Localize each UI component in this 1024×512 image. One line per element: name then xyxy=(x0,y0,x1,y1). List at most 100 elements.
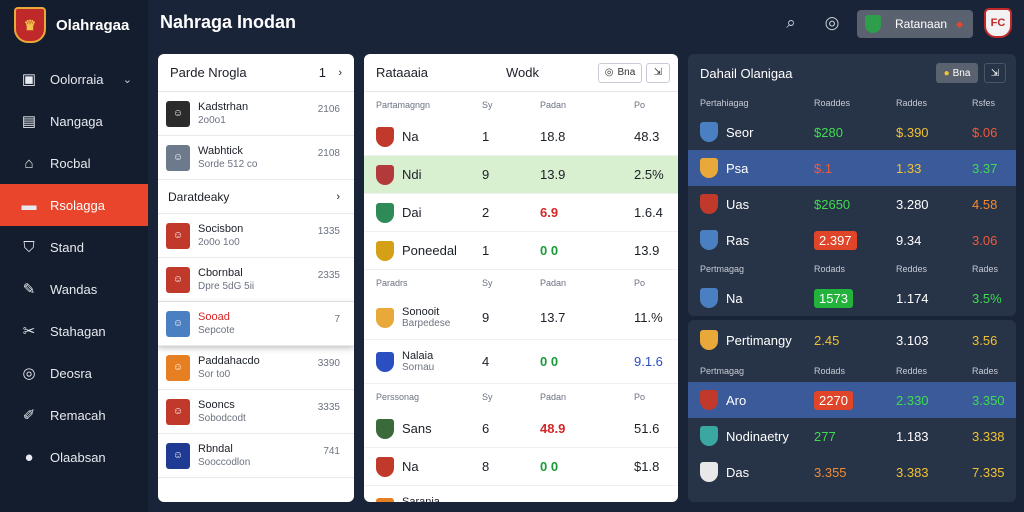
player-avatar: ☺ xyxy=(166,100,190,127)
team-badge-icon xyxy=(700,426,718,446)
sidebar: ♛ Olahragaa ▣ Oolorraia ⌄ ▤ Nangaga ⌂ Rocbal ▬ R… xyxy=(0,0,148,512)
stat-sy: 9 xyxy=(482,500,489,502)
player-row[interactable]: ☺ Kadstrhan 2o0o1 2106 xyxy=(158,92,354,136)
expand-button[interactable]: ⇲ xyxy=(646,62,670,83)
stat-po: 51.6 xyxy=(634,421,660,436)
player-avatar: ☺ xyxy=(166,398,190,425)
player-row[interactable]: ☺ Cbornbal Dpre 5dG 5ii 2335 xyxy=(158,258,354,302)
odds-row[interactable]: Psa $.1 1.33 3.37 xyxy=(688,150,1016,186)
player-name: Rbndal xyxy=(198,442,233,455)
table-row[interactable]: SaraniaSamnau90 0$0.3 xyxy=(364,486,678,502)
odds-value: 2270 xyxy=(814,390,853,410)
odds-row[interactable]: Aro 2270 2.330 3.350 xyxy=(688,382,1016,418)
player-row[interactable]: ☺ Sooncs Sobodcodt 3335 xyxy=(158,390,354,434)
column-header: Pertmagag xyxy=(700,366,745,376)
team-select[interactable]: Ratanaan ◆ xyxy=(857,10,973,38)
sidebar-item[interactable]: ⛉ Stand xyxy=(0,226,148,268)
table-row[interactable]: Dai 2 6.9 1.6.4 xyxy=(364,194,678,232)
sidebar-item[interactable]: ▤ Nangaga xyxy=(0,100,148,142)
player-sub: Sorde 512 co xyxy=(198,158,258,170)
team-badge-icon xyxy=(376,418,394,439)
sidebar-item[interactable]: ● Olaabsan xyxy=(0,436,148,478)
sidebar-item[interactable]: ◎ Deosra xyxy=(0,352,148,394)
chart-icon: ▬ xyxy=(21,196,37,214)
odds-value: 2.45 xyxy=(814,332,840,348)
player-row[interactable]: ☺ Rbndal Sooccodlon 741 xyxy=(158,434,354,478)
column-header: Sy xyxy=(482,392,493,402)
sidebar-nav: ▣ Oolorraia ⌄ ▤ Nangaga ⌂ Rocbal ▬ Rsolagga ⛉ Stan… xyxy=(0,58,148,478)
search-icon[interactable]: ⌕ xyxy=(786,13,796,32)
table-row[interactable]: Nalaia Sornau 4 0 0 9.1.6 xyxy=(364,340,678,384)
player-row[interactable]: ☺ Wabhtick Sorde 512 co 2108 xyxy=(158,136,354,180)
player-row[interactable]: ☺ Paddahacdo Sor to0 3390 xyxy=(158,346,354,390)
sidebar-item[interactable]: ▬ Rsolagga xyxy=(0,184,148,226)
player-name: Kadstrhan xyxy=(198,100,249,113)
player-number: 2108 xyxy=(317,148,340,159)
table-row[interactable]: Sans 6 48.9 51.6 xyxy=(364,410,678,448)
filter-button[interactable]: ◎ Bna xyxy=(598,62,642,83)
team-name: Das xyxy=(726,464,750,480)
shield-icon: ⛉ xyxy=(23,238,35,256)
sidebar-item[interactable]: ▣ Oolorraia ⌄ xyxy=(0,58,148,100)
club-badge-icon[interactable]: FC xyxy=(984,8,1012,38)
stat-po: 11.% xyxy=(634,310,663,325)
player-row[interactable]: ☺ Sooad Sepcote 7 xyxy=(158,302,354,346)
odds-row[interactable]: Pertimangy 2.45 3.103 3.56 xyxy=(688,320,1016,360)
column-header: Po xyxy=(634,100,646,110)
player-sub: 2o0o1 xyxy=(198,114,226,126)
player-row[interactable]: ☺ Socisbon 2o0o 1o0 1335 xyxy=(158,214,354,258)
team-name: Sans xyxy=(402,421,432,436)
team-badge-icon xyxy=(376,351,394,372)
team-badge-icon xyxy=(376,456,394,477)
target-icon: ◎ xyxy=(22,365,36,382)
player-sub: Sor to0 xyxy=(198,368,231,380)
column-header: Pertmagag xyxy=(700,264,745,274)
pen-icon: ✎ xyxy=(22,281,36,298)
odds-value: $2650 xyxy=(814,196,851,212)
odds-row[interactable]: Uas $2650 3.280 4.58 xyxy=(688,186,1016,222)
stat-padan: 0 0 xyxy=(540,354,559,369)
expand-icon: ⇲ xyxy=(990,67,1000,79)
table-row[interactable]: Na 1 18.8 48.3 xyxy=(364,118,678,156)
odds-row[interactable]: Na 1573 1.174 3.5% xyxy=(688,280,1016,316)
standings-panel: Rataaaia Wodk ◎ Bna ⇲ Partamagngn Sy Padan… xyxy=(364,54,678,502)
player-name: Wabhtick xyxy=(198,144,243,157)
table-row[interactable]: Sonooit Barpedese 9 13.7 11.% xyxy=(364,296,678,340)
column-header: Roaddes xyxy=(814,98,851,108)
odds-row[interactable]: Ras 2.397 9.34 3.06 xyxy=(688,222,1016,258)
sidebar-item[interactable]: ✂ Stahagan xyxy=(0,310,148,352)
odds-panel: Dahail Olanigaa ● Bna ⇲ Pertahiagag Roadd… xyxy=(688,54,1016,316)
team-name: Sonooit xyxy=(402,306,440,318)
roster-section[interactable]: Daratdeaky › xyxy=(158,180,354,214)
odds-expand-button[interactable]: ⇲ xyxy=(984,63,1006,83)
sidebar-item[interactable]: ✐ Remacah xyxy=(0,394,148,436)
table-row[interactable]: Na 8 0 0 $1.8 xyxy=(364,448,678,486)
team-name: Uas xyxy=(726,196,750,212)
sidebar-item[interactable]: ✎ Wandas xyxy=(0,268,148,310)
table-row[interactable]: Ndi 9 13.9 2.5% xyxy=(364,156,678,194)
team-badge-icon xyxy=(376,202,394,223)
table-row[interactable]: Poneedal 1 0 0 13.9 xyxy=(364,232,678,270)
column-header: Po xyxy=(634,392,646,402)
odds-title: Dahail Olanigaa xyxy=(700,65,793,81)
team-name: Nodinaetry xyxy=(726,428,789,444)
compass-icon[interactable]: ◎ xyxy=(824,13,840,32)
column-header: Pertahiagag xyxy=(700,98,749,108)
sidebar-item-label: Wandas xyxy=(50,281,98,297)
odds-subheader: Pertmagag Rodads Reddes Rades xyxy=(688,258,1016,280)
stat-sy: 9 xyxy=(482,310,490,325)
table-subheader: Perssonag Sy Padan Po xyxy=(364,384,678,410)
odds-row[interactable]: Das 3.355 3.383 7.335 xyxy=(688,454,1016,490)
chevron-right-icon[interactable]: › xyxy=(338,66,342,79)
player-number: 2335 xyxy=(317,270,340,281)
odds-row[interactable]: Nodinaetry 277 1.183 3.338 xyxy=(688,418,1016,454)
player-number: 7 xyxy=(334,314,340,325)
brand[interactable]: ♛ Olahragaa xyxy=(14,6,129,44)
column-header: Paradrs xyxy=(376,278,408,288)
odds-filter-button[interactable]: ● Bna xyxy=(936,63,978,83)
player-sub: Sobodcodt xyxy=(198,412,246,424)
wrench-icon: ✐ xyxy=(22,407,36,424)
odds-row[interactable]: Seor $280 $.390 $.06 xyxy=(688,114,1016,150)
sidebar-item[interactable]: ⌂ Rocbal xyxy=(0,142,148,184)
stat-padan: 48.9 xyxy=(540,421,566,436)
